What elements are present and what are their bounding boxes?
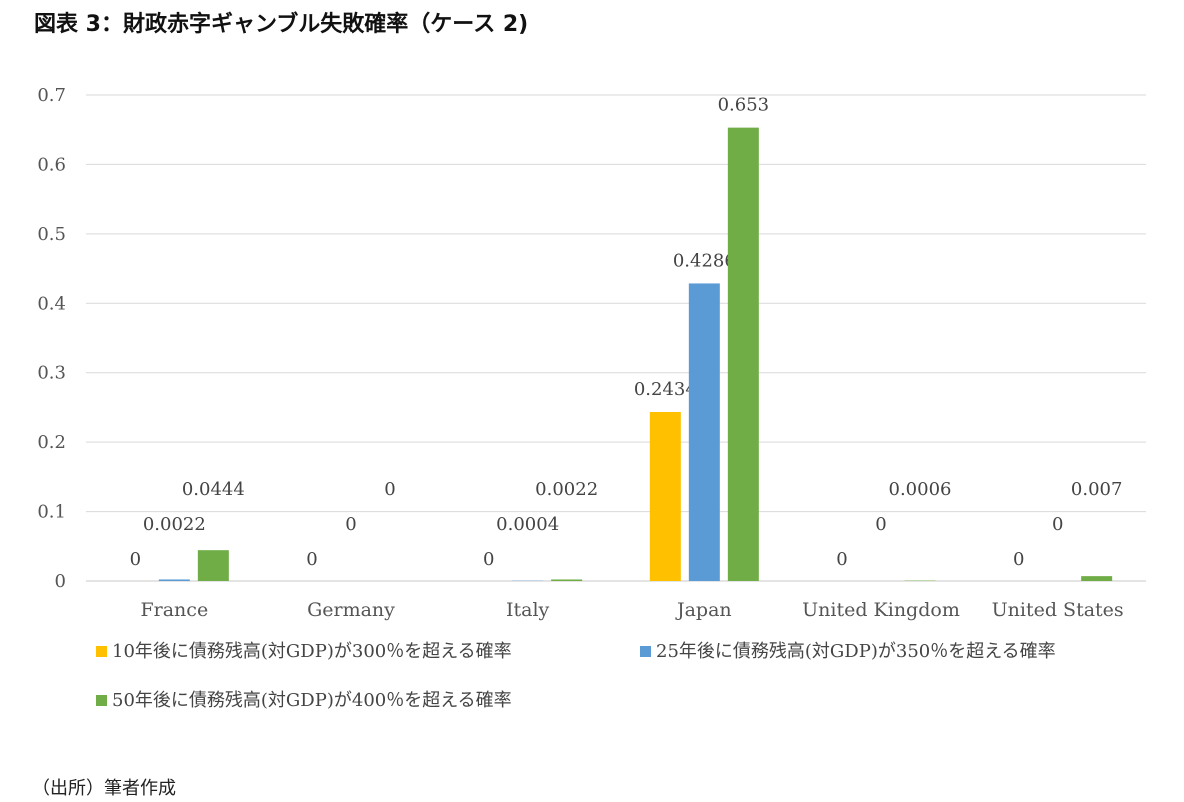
y-tick-label: 0.3: [37, 363, 66, 384]
y-tick-label: 0.6: [37, 154, 66, 175]
y-tick-label: 0.4: [37, 293, 66, 314]
data-label: 0: [836, 549, 847, 570]
data-label: 0.0022: [143, 514, 206, 535]
source-note: （出所）筆者作成: [32, 778, 176, 799]
legend-swatch: [640, 646, 651, 657]
chart-title: 図表 3：財政赤字ギャンブル失敗確率（ケース 2): [34, 12, 529, 37]
x-tick-label: France: [140, 599, 208, 621]
data-label: 0: [1052, 514, 1063, 535]
data-label: 0: [483, 549, 494, 570]
y-tick-label: 0.1: [37, 502, 66, 523]
data-label: 0.2434: [634, 379, 697, 400]
bar: [688, 283, 720, 581]
legend-label: 10年後に債務残高(対GDP)が300％を超える確率: [112, 641, 512, 662]
bar: [1081, 576, 1113, 581]
x-tick-label: United States: [992, 599, 1124, 621]
bar: [197, 550, 229, 581]
legend-swatch: [96, 646, 107, 657]
y-tick-label: 0.7: [37, 85, 66, 106]
x-tick-label: Japan: [675, 599, 732, 621]
data-label: 0: [345, 514, 356, 535]
x-tick-label: Germany: [307, 599, 395, 621]
bar: [727, 127, 759, 581]
data-label: 0.007: [1071, 479, 1123, 500]
data-label: 0.653: [718, 95, 770, 116]
data-label: 0.0444: [182, 479, 245, 500]
data-label: 0.0004: [496, 514, 559, 535]
legend-label: 50年後に債務残高(対GDP)が400％を超える確率: [112, 690, 512, 711]
y-tick-label: 0: [55, 571, 66, 592]
data-label: 0: [1013, 549, 1024, 570]
data-label: 0.0006: [889, 479, 952, 500]
data-label: 0.0022: [535, 479, 598, 500]
data-label: 0: [130, 549, 141, 570]
data-label: 0: [384, 479, 395, 500]
data-label: 0: [306, 549, 317, 570]
bar-chart: 00.10.20.30.40.50.60.7France00.00220.044…: [37, 85, 1146, 711]
bar: [649, 412, 681, 581]
x-tick-label: Italy: [506, 599, 550, 621]
y-tick-label: 0.2: [37, 432, 66, 453]
bar: [551, 579, 583, 581]
data-label: 0: [875, 514, 886, 535]
legend-label: 25年後に債務残高(対GDP)が350％を超える確率: [656, 641, 1056, 662]
legend-swatch: [96, 695, 107, 706]
bar: [158, 579, 190, 581]
y-tick-label: 0.5: [37, 224, 66, 245]
x-tick-label: United Kingdom: [802, 599, 960, 621]
data-label: 0.4286: [673, 250, 736, 271]
